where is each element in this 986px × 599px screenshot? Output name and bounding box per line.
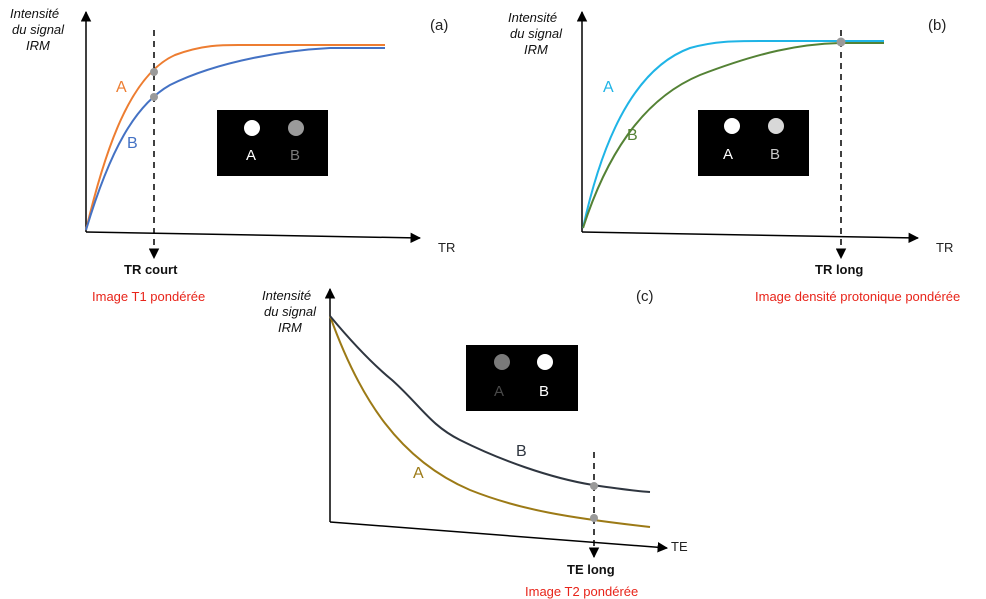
panel-c-image-box: A B xyxy=(466,345,578,411)
panel-b-curve-b xyxy=(582,42,884,229)
panel-b-box-label-b: B xyxy=(770,146,780,163)
panel-c-box-label-b: B xyxy=(539,383,549,400)
panel-c-x-axis xyxy=(329,521,669,553)
panel-c-ylabel-line3: IRM xyxy=(278,320,302,335)
panel-a-box-label-a: A xyxy=(246,147,256,164)
panel-a-image-box: A B xyxy=(217,110,328,176)
panel-a-curve-b xyxy=(85,47,385,231)
panel-c-box-dot-a xyxy=(494,354,510,370)
panel-b-x-axis xyxy=(581,231,920,244)
panel-c: Intensité du signal IRM (c) TE A B TE lo… xyxy=(262,287,688,599)
panel-b-box-dot-b xyxy=(768,118,784,134)
panel-c-curve-b-label: B xyxy=(516,443,527,460)
panel-b-image-box: A B xyxy=(698,110,809,176)
panel-b-caption: Image densité protonique pondérée xyxy=(755,289,960,304)
panel-b: Intensité du signal IRM (b) TR A B TR lo… xyxy=(508,10,960,304)
panel-c-box-dot-b xyxy=(537,354,553,370)
panel-b-ylabel-line2: du signal xyxy=(510,26,563,41)
panel-c-caption: Image T2 pondérée xyxy=(525,584,638,599)
panel-c-ylabel-line1: Intensité xyxy=(262,288,311,303)
panel-b-tag: (b) xyxy=(928,17,946,34)
panel-a-curve-b-label: B xyxy=(127,135,138,152)
panel-a-marker-label: TR court xyxy=(124,262,178,277)
panel-a-ylabel-line1: Intensité xyxy=(10,6,59,21)
panel-c-box-label-a: A xyxy=(494,383,504,400)
panel-c-tag: (c) xyxy=(636,288,654,305)
panel-a-curve-a-label: A xyxy=(116,79,127,96)
panel-a-intersection-a xyxy=(150,68,158,76)
panel-b-box-dot-a xyxy=(724,118,740,134)
panel-a-box-dot-b xyxy=(288,120,304,136)
panel-c-curve-a xyxy=(329,315,651,528)
panel-a: Intensité du signal IRM (a) TR A B TR co… xyxy=(10,6,455,304)
panel-b-curve-a xyxy=(582,40,884,229)
panel-a-box-dot-a xyxy=(244,120,260,136)
panel-a-ylabel-line3: IRM xyxy=(26,38,50,53)
panel-a-ylabel-line2: du signal xyxy=(12,22,65,37)
panel-b-curve-a-label: A xyxy=(603,79,614,96)
panel-a-x-axis xyxy=(85,231,422,244)
panel-b-ylabel-line3: IRM xyxy=(524,42,548,57)
panel-a-intersection-b xyxy=(150,93,158,101)
panel-c-curve-a-label: A xyxy=(413,465,424,482)
panel-b-marker-label: TR long xyxy=(815,262,863,277)
panel-a-caption: Image T1 pondérée xyxy=(92,289,205,304)
panel-c-xlabel: TE xyxy=(671,539,688,554)
panel-c-marker-label: TE long xyxy=(567,562,615,577)
panel-c-intersection-a xyxy=(590,514,598,522)
panel-b-curve-b-label: B xyxy=(627,127,638,144)
panel-b-intersection xyxy=(836,37,846,47)
panel-c-curve-b xyxy=(329,315,651,493)
panel-a-curve-a xyxy=(85,43,385,231)
panel-c-ylabel-line2: du signal xyxy=(264,304,317,319)
panel-c-intersection-b xyxy=(590,482,598,490)
panel-b-box-label-a: A xyxy=(723,146,733,163)
panel-a-xlabel: TR xyxy=(438,240,455,255)
panel-b-xlabel: TR xyxy=(936,240,953,255)
panel-b-ylabel-line1: Intensité xyxy=(508,10,557,25)
panel-a-box-label-b: B xyxy=(290,147,300,164)
panel-a-tag: (a) xyxy=(430,17,448,34)
